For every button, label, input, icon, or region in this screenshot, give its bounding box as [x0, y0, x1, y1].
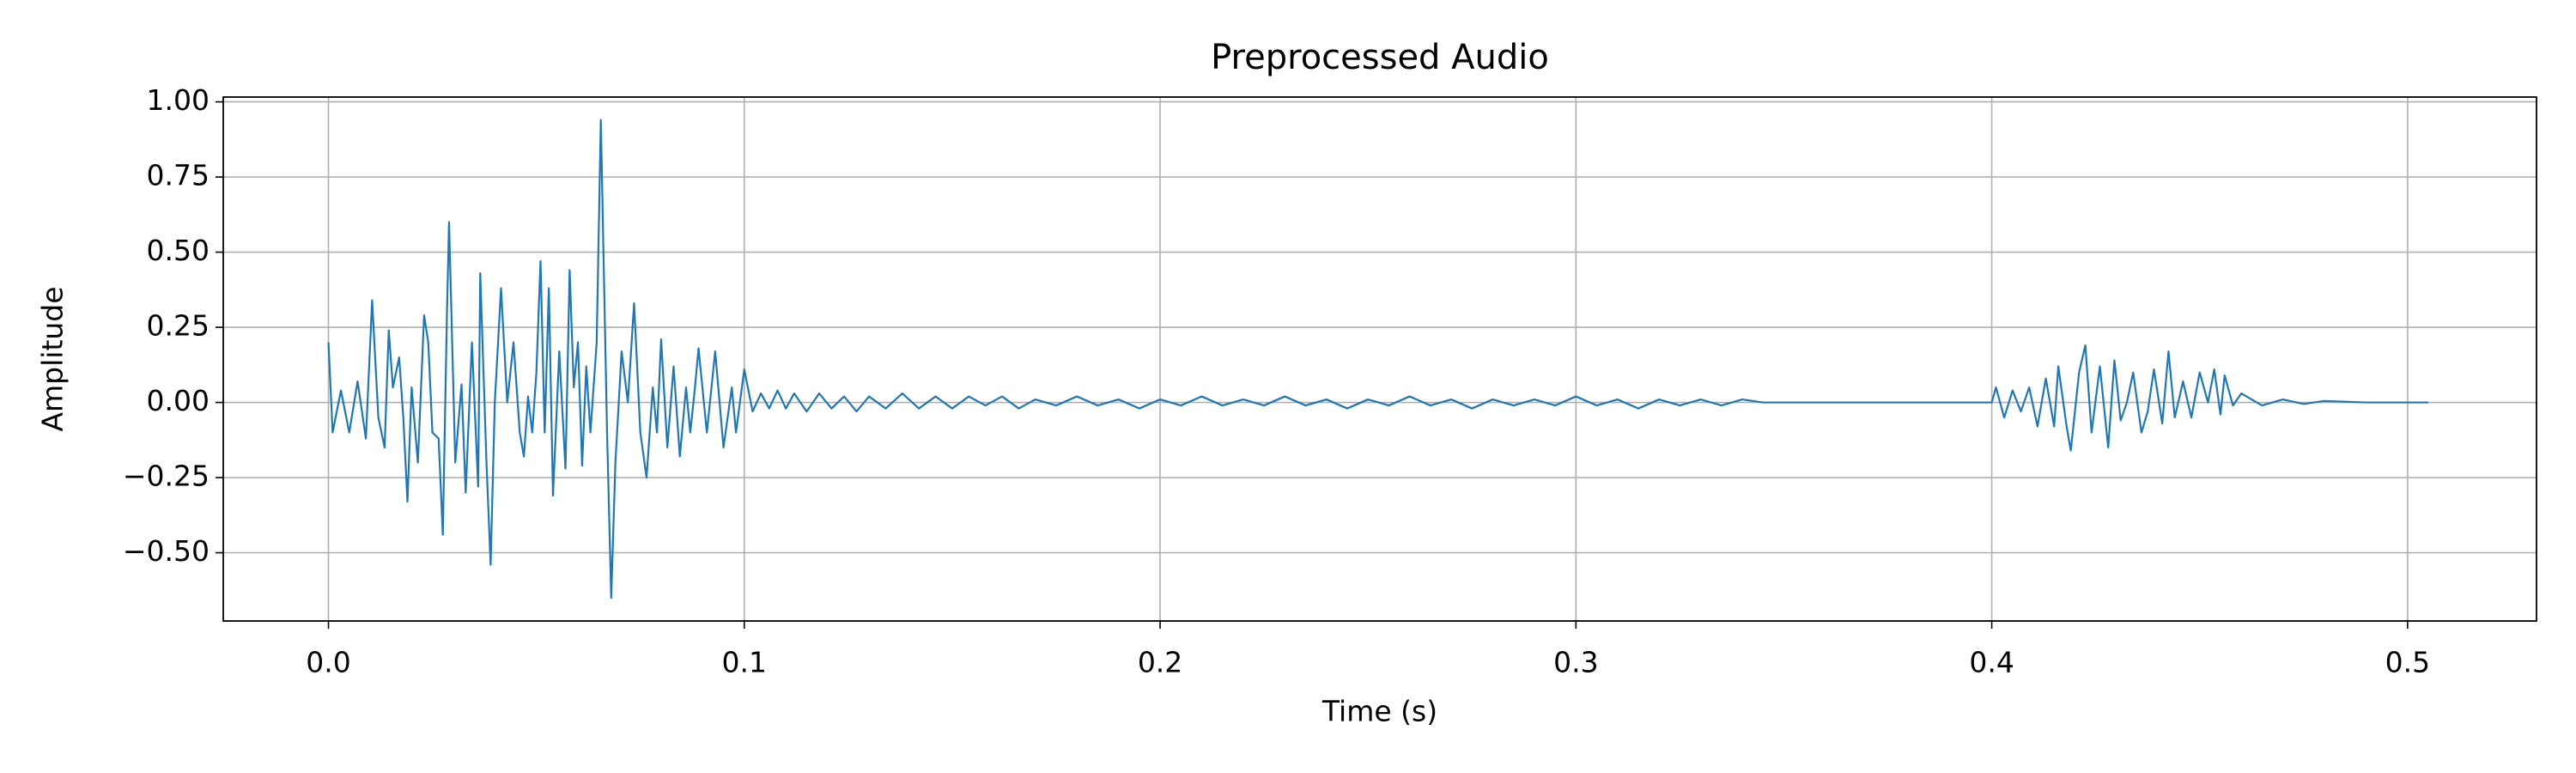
y-tick-label: 0.25 — [147, 309, 210, 343]
y-tick-label: −0.25 — [123, 460, 210, 493]
chart-title: Preprocessed Audio — [1211, 38, 1549, 77]
y-tick-label: 1.00 — [147, 83, 210, 117]
plot-frame — [222, 96, 2537, 622]
x-tick-label: 0.4 — [1969, 646, 2014, 679]
y-tick-label: 0.75 — [147, 159, 210, 192]
x-tick-label: 0.0 — [306, 646, 350, 679]
y-tick-label: 0.00 — [147, 384, 210, 417]
y-tick-label: 0.50 — [147, 234, 210, 267]
x-tick-label: 0.3 — [1553, 646, 1598, 679]
x-tick-label: 0.1 — [722, 646, 767, 679]
y-axis-label: Amplitude — [36, 286, 70, 431]
x-axis-label: Time (s) — [1321, 695, 1437, 728]
waveform-line — [327, 119, 2429, 600]
y-tick-label: −0.50 — [123, 534, 210, 568]
x-tick-label: 0.2 — [1138, 646, 1182, 679]
x-tick-label: 0.5 — [2385, 646, 2430, 679]
